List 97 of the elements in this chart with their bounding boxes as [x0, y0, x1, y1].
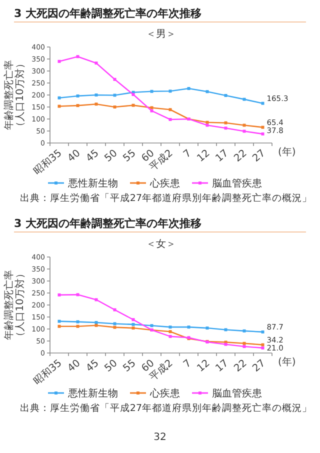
- x-tick-label: 55: [121, 358, 138, 374]
- legend-label: 悪性新生物: [67, 388, 118, 400]
- x-tick-label: 55: [121, 148, 138, 164]
- legend-label: 脳血管疾患: [212, 178, 262, 190]
- chart-subtitle: ＜女＞: [146, 238, 176, 250]
- point: [224, 126, 228, 130]
- point: [113, 322, 116, 326]
- x-tick-label: 50: [102, 148, 120, 164]
- source-note: 出典：厚生労働省「平成27年都道府県別年齢調整死亡率の概況」: [20, 402, 312, 414]
- point: [168, 334, 172, 338]
- chart-title: 3 大死因の年齢調整死亡率の年次推移: [14, 7, 202, 20]
- point: [76, 55, 80, 58]
- point: [242, 98, 246, 101]
- point: [94, 94, 98, 96]
- point: [113, 78, 116, 81]
- point: [113, 106, 116, 108]
- point: [58, 104, 61, 108]
- point: [58, 96, 61, 100]
- point: [224, 94, 228, 97]
- point: [261, 343, 264, 346]
- point: [168, 330, 172, 334]
- point: [168, 108, 172, 112]
- source-note: 出典：厚生労働省「平成27年都道府県別年齢調整死亡率の概況」: [20, 192, 312, 204]
- point: [132, 318, 135, 322]
- x-tick-label: 昭和35: [31, 147, 64, 178]
- x-tick-label: 22: [232, 358, 250, 374]
- point: [224, 121, 228, 124]
- point: [76, 320, 80, 324]
- x-tick-label: 22: [232, 148, 250, 164]
- x-tick-label: 昭和35: [31, 357, 64, 388]
- point: [94, 324, 98, 327]
- point: [76, 104, 80, 108]
- point: [206, 90, 209, 94]
- point: [113, 94, 116, 97]
- point: [150, 106, 154, 110]
- text: 32: [154, 432, 166, 443]
- x-tick-label: 45: [84, 358, 102, 374]
- point: [242, 345, 246, 348]
- point: [94, 102, 98, 106]
- point: [76, 293, 80, 296]
- point: [150, 324, 154, 328]
- point: [76, 324, 80, 328]
- x-tick-label: 40: [66, 148, 83, 164]
- point: [58, 60, 61, 63]
- y-axis-title: 年齢調整死亡率（人口10万対）: [3, 268, 26, 342]
- x-tick-label: 27: [250, 148, 268, 164]
- point: [261, 126, 264, 129]
- point: [261, 102, 264, 105]
- point: [242, 342, 246, 345]
- point: [168, 118, 172, 121]
- point: [261, 330, 264, 334]
- y-axis-title: 年齢調整死亡率（人口10万対）: [3, 58, 26, 132]
- point: [113, 308, 116, 312]
- point: [76, 94, 80, 98]
- point: [58, 293, 61, 296]
- chart-title: 3 大死因の年齢調整死亡率の年次推移: [14, 217, 202, 230]
- point: [150, 90, 154, 93]
- x-tick-label: 27: [250, 358, 268, 374]
- point: [242, 130, 246, 133]
- point: [94, 321, 98, 324]
- point: [187, 87, 190, 90]
- legend-label: 心疾患: [149, 178, 180, 190]
- x-tick-label: 7: [182, 358, 194, 370]
- point: [58, 324, 61, 328]
- x-tick-label: 45: [84, 148, 102, 164]
- point: [132, 326, 135, 330]
- point: [168, 326, 172, 329]
- point: [224, 328, 228, 332]
- legend-label: 心疾患: [149, 388, 180, 400]
- legend-label: 脳血管疾患: [212, 388, 262, 400]
- x-axis-title: (年): [278, 146, 296, 158]
- point: [132, 93, 135, 96]
- x-tick-label: 12: [195, 148, 212, 164]
- point: [242, 329, 246, 332]
- point: [113, 326, 116, 329]
- point: [132, 322, 135, 326]
- legend-label: 悪性新生物: [67, 178, 118, 190]
- x-tick-label: 7: [182, 148, 194, 160]
- x-axis-title: (年): [278, 356, 296, 368]
- point: [150, 109, 154, 112]
- x-tick-label: 40: [66, 358, 83, 374]
- point: [58, 320, 61, 323]
- chart-subtitle: ＜男＞: [146, 29, 176, 40]
- point: [261, 132, 264, 136]
- x-tick-label: 50: [102, 358, 120, 374]
- x-tick-label: 17: [214, 148, 231, 164]
- point: [242, 124, 246, 127]
- x-tick-label: 12: [195, 358, 212, 374]
- point: [206, 326, 209, 330]
- point: [261, 346, 264, 350]
- point: [94, 62, 98, 65]
- point: [94, 298, 98, 302]
- point: [206, 124, 209, 127]
- point: [132, 104, 135, 107]
- x-tick-label: 17: [214, 358, 231, 374]
- point: [168, 90, 172, 93]
- point: [187, 326, 190, 329]
